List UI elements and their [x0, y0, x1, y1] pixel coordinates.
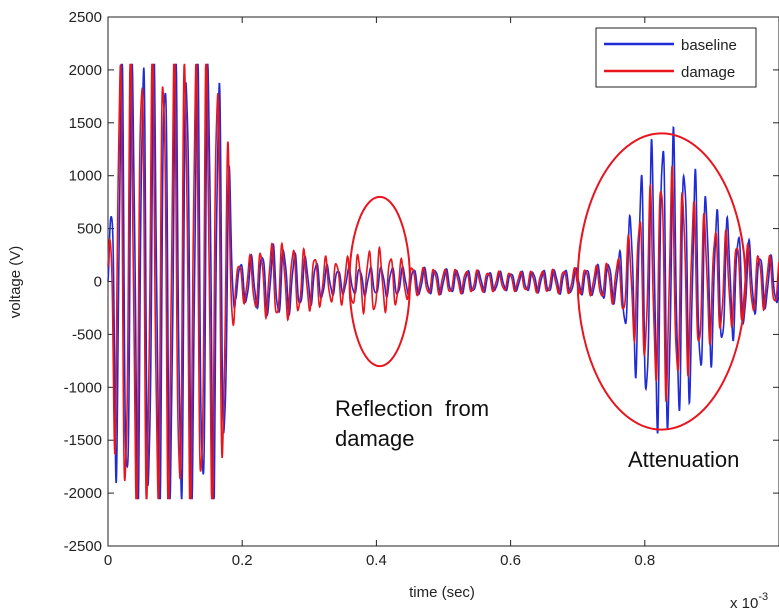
series-line-baseline: [107, 63, 779, 500]
series-layer: [107, 63, 779, 500]
x-tick-label: 0.8: [634, 552, 655, 569]
legend-box: [595, 27, 757, 88]
x-axis: 0 0.2 0.4 0.6 0.8: [104, 17, 655, 569]
highlight-ellipse-0: [348, 195, 411, 368]
y-axis-label: voltage (V): [7, 246, 24, 319]
legend-label-baseline: baseline: [681, 37, 737, 54]
y-tick-label: -2500: [64, 538, 102, 555]
x-axis-label: time (sec): [409, 584, 475, 601]
x-tick-label: 0: [104, 552, 112, 569]
y-tick-label: 500: [77, 221, 102, 238]
x-scale-note: x 10-3: [730, 591, 768, 612]
legend-label-damage: damage: [681, 64, 735, 81]
y-tick-label: 1000: [69, 168, 102, 185]
annotation-reflection-line1: Reflection from: [335, 396, 489, 421]
annotation-attenuation: Attenuation: [628, 447, 739, 472]
highlight-ellipse-1: [576, 132, 747, 431]
y-tick-label: -2000: [64, 485, 102, 502]
x-tick-label: 0.2: [232, 552, 253, 569]
x-scale-exponent: -3: [758, 591, 768, 603]
x-scale-base: x 10: [730, 595, 758, 612]
y-tick-label: 1500: [69, 115, 102, 132]
y-tick-label: 2000: [69, 62, 102, 79]
x-tick-label: 0.6: [500, 552, 521, 569]
annotation-reflection-line2: damage: [335, 426, 415, 451]
y-tick-label: 2500: [69, 9, 102, 26]
highlight-ellipses: [348, 132, 747, 431]
series-line-damage: [107, 63, 779, 500]
legend: baseline damage: [595, 27, 757, 88]
x-tick-label: 0.4: [366, 552, 387, 569]
y-tick-label: -1000: [64, 379, 102, 396]
y-tick-label: 0: [94, 274, 102, 291]
y-tick-label: -1500: [64, 432, 102, 449]
y-axis: -2500 -2000 -1500 -1000 -500 0 500 1000 1500 2000…: [64, 9, 779, 555]
y-tick-label: -500: [72, 326, 102, 343]
